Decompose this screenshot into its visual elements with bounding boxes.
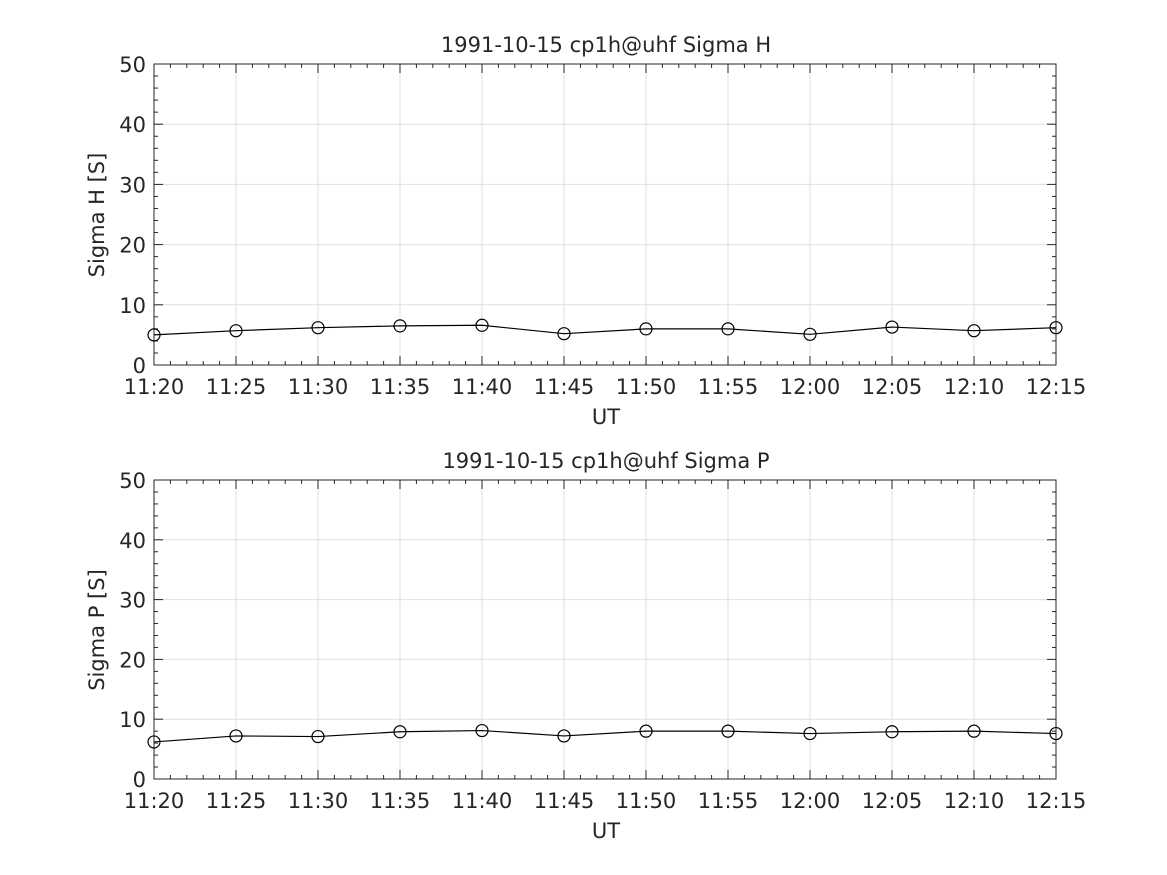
- y-tick-label: 20: [119, 648, 146, 672]
- data-point: [393, 319, 407, 333]
- x-tick-label: 11:50: [616, 789, 677, 813]
- data-point: [885, 725, 899, 739]
- x-tick-label: 11:25: [206, 789, 267, 813]
- data-point: [557, 327, 571, 341]
- data-point: [639, 724, 653, 738]
- y-tick-label: 0: [133, 768, 146, 792]
- x-tick-label: 12:00: [780, 789, 841, 813]
- x-tick-label: 11:50: [616, 375, 677, 399]
- plot-frame: [153, 479, 1057, 780]
- data-point: [229, 729, 243, 743]
- data-point: [639, 322, 653, 336]
- grid: [153, 63, 1057, 366]
- y-tick-label: 30: [119, 173, 146, 197]
- data-point: [803, 327, 817, 341]
- data-point: [229, 324, 243, 338]
- x-tick-label: 11:40: [452, 789, 513, 813]
- data-point: [147, 735, 161, 749]
- x-tick-label: 11:40: [452, 375, 513, 399]
- x-tick-label: 11:30: [288, 375, 349, 399]
- data-point: [721, 724, 735, 738]
- data-point: [967, 724, 981, 738]
- data-point: [393, 725, 407, 739]
- plot-frame: [153, 63, 1057, 366]
- x-tick-label: 11:55: [698, 789, 759, 813]
- data-point: [721, 322, 735, 336]
- chart-title: 1991-10-15 cp1h@uhf Sigma H: [441, 33, 771, 57]
- y-tick-label: 50: [119, 53, 146, 77]
- x-axis-label: UT: [592, 405, 620, 429]
- data-point: [311, 729, 325, 744]
- x-tick-label: 11:25: [206, 375, 267, 399]
- data-point: [147, 328, 161, 342]
- x-tick-label: 12:10: [944, 375, 1005, 399]
- x-tick-label: 11:20: [124, 789, 185, 813]
- data-point: [475, 318, 489, 332]
- y-axis-label: Sigma P [S]: [85, 569, 109, 691]
- data-point: [557, 729, 571, 743]
- x-tick-label: 12:15: [1026, 789, 1087, 813]
- series-line: [153, 729, 1057, 743]
- x-tick-label: 12:00: [780, 375, 841, 399]
- x-tick-label: 11:30: [288, 789, 349, 813]
- y-tick-label: 20: [119, 234, 146, 258]
- x-tick-label: 11:45: [534, 789, 595, 813]
- y-tick-label: 0: [133, 354, 146, 378]
- x-axis-label: UT: [592, 819, 620, 843]
- series-line: [153, 324, 1057, 336]
- x-tick-label: 12:10: [944, 789, 1005, 813]
- data-point: [1049, 726, 1063, 741]
- y-tick-label: 10: [119, 294, 146, 318]
- x-tick-label: 11:45: [534, 375, 595, 399]
- y-axis-label: Sigma H [S]: [85, 153, 109, 278]
- x-tick-label: 11:35: [370, 789, 431, 813]
- data-point: [803, 726, 817, 741]
- x-tick-label: 11:55: [698, 375, 759, 399]
- x-tick-label: 11:20: [124, 375, 185, 399]
- y-tick-label: 40: [119, 529, 146, 553]
- data-point: [1049, 321, 1063, 335]
- y-tick-label: 30: [119, 589, 146, 613]
- panel-sigma-p: 1991-10-15 cp1h@uhf Sigma P UT Sigma P […: [85, 449, 1086, 843]
- x-tick-label: 12:05: [862, 789, 923, 813]
- x-tick-label: 11:35: [370, 375, 431, 399]
- chart-title: 1991-10-15 cp1h@uhf Sigma P: [442, 449, 769, 473]
- y-tick-label: 10: [119, 708, 146, 732]
- panel-sigma-h: 1991-10-15 cp1h@uhf Sigma H UT Sigma H […: [85, 33, 1086, 429]
- x-tick-label: 12:05: [862, 375, 923, 399]
- data-point: [311, 321, 325, 335]
- data-point: [475, 723, 489, 738]
- y-tick-label: 50: [119, 469, 146, 493]
- x-tick-label: 12:15: [1026, 375, 1087, 399]
- data-point: [885, 320, 899, 334]
- y-tick-label: 40: [119, 113, 146, 137]
- data-point: [967, 324, 981, 338]
